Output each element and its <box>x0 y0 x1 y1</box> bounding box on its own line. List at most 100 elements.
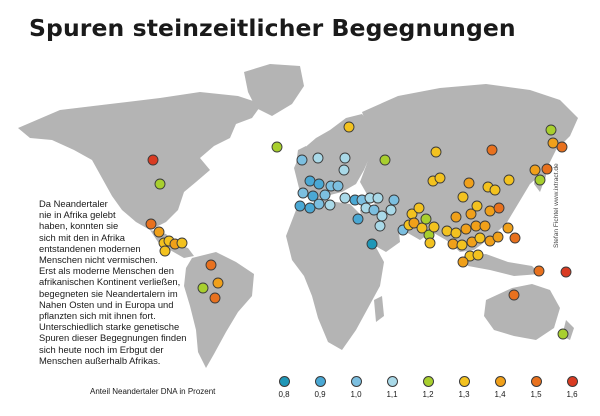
sample-marker <box>509 232 521 244</box>
sample-marker <box>413 202 425 214</box>
sample-marker <box>541 163 553 175</box>
greenland <box>244 64 304 116</box>
legend-value: 1,4 <box>494 390 506 399</box>
sample-marker <box>379 154 391 166</box>
europe <box>294 114 378 200</box>
sample-marker <box>447 238 459 250</box>
sample-marker <box>503 174 515 186</box>
sample-marker <box>296 154 308 166</box>
sample-marker <box>319 189 331 201</box>
sample-marker <box>502 222 514 234</box>
sample-marker <box>556 141 568 153</box>
legend-swatch <box>350 376 362 387</box>
sample-marker <box>428 221 440 233</box>
legend-item: 0,8 <box>269 376 299 399</box>
sample-marker <box>376 210 388 222</box>
legend-item: 1,0 <box>341 376 371 399</box>
sample-marker <box>457 256 469 268</box>
sample-marker <box>484 205 496 217</box>
sample-marker <box>313 178 325 190</box>
sample-marker <box>457 191 469 203</box>
legend-value: 1,5 <box>530 390 542 399</box>
africa <box>286 200 384 350</box>
madagascar <box>374 296 384 322</box>
legend-swatch <box>386 376 398 387</box>
legend-value: 1,0 <box>350 390 362 399</box>
legend-swatch <box>530 376 542 387</box>
sample-marker <box>339 192 351 204</box>
legend-value: 1,1 <box>386 390 398 399</box>
north-america <box>18 92 262 230</box>
legend-swatch <box>422 376 434 387</box>
sample-marker <box>197 282 209 294</box>
legend-item: 1,1 <box>377 376 407 399</box>
indonesia <box>464 254 540 276</box>
sample-marker <box>338 164 350 176</box>
legend-value: 0,9 <box>314 390 326 399</box>
legend-item: 1,6 <box>557 376 587 399</box>
sample-marker <box>557 328 569 340</box>
sample-marker <box>560 266 572 278</box>
sample-marker <box>408 217 420 229</box>
south-america <box>184 252 254 368</box>
legend-value: 0,8 <box>278 390 290 399</box>
sample-marker <box>352 213 364 225</box>
sample-marker <box>472 249 484 261</box>
sample-marker <box>332 180 344 192</box>
map-description: Da Neandertaler nie in Afrika gelebt hab… <box>39 198 187 366</box>
legend-value: 1,2 <box>422 390 434 399</box>
sample-marker <box>154 178 166 190</box>
sample-marker <box>147 154 159 166</box>
australia <box>484 284 560 340</box>
legend-swatch <box>494 376 506 387</box>
sample-marker <box>304 175 316 187</box>
legend-item: 1,2 <box>413 376 443 399</box>
sample-marker <box>529 164 541 176</box>
legend-value: 1,3 <box>458 390 470 399</box>
sample-marker <box>479 220 491 232</box>
legend-swatch <box>458 376 470 387</box>
legend-item: 1,3 <box>449 376 479 399</box>
sample-marker <box>492 231 504 243</box>
sample-marker <box>441 225 453 237</box>
legend-item: 0,9 <box>305 376 335 399</box>
sample-marker <box>366 238 378 250</box>
sample-marker <box>545 124 557 136</box>
legend-item: 1,4 <box>485 376 515 399</box>
sample-marker <box>307 190 319 202</box>
sample-marker <box>486 144 498 156</box>
sample-marker <box>424 237 436 249</box>
sample-marker <box>471 200 483 212</box>
sample-marker <box>271 141 283 153</box>
sample-marker <box>463 177 475 189</box>
sample-marker <box>339 152 351 164</box>
legend-swatch <box>278 376 290 387</box>
sample-marker <box>508 289 520 301</box>
legend-swatch <box>314 376 326 387</box>
sample-marker <box>368 204 380 216</box>
sample-marker <box>385 204 397 216</box>
sample-marker <box>343 121 355 133</box>
sample-marker <box>547 137 559 149</box>
landmass-layer <box>18 64 578 368</box>
sample-marker <box>372 192 384 204</box>
sample-marker <box>205 259 217 271</box>
sample-marker <box>489 184 501 196</box>
sample-marker <box>474 232 486 244</box>
sample-marker <box>430 146 442 158</box>
sample-marker <box>313 198 325 210</box>
sample-marker <box>304 202 316 214</box>
sample-marker <box>465 208 477 220</box>
sample-marker <box>212 277 224 289</box>
sample-marker <box>434 172 446 184</box>
sample-marker <box>416 222 428 234</box>
sample-marker <box>209 292 221 304</box>
sample-marker <box>312 152 324 164</box>
sample-marker <box>450 227 462 239</box>
sample-marker <box>450 211 462 223</box>
sample-marker <box>294 200 306 212</box>
sample-marker <box>456 239 468 251</box>
credit-text: Stefan Fichtel www.ixtract.de <box>553 163 560 248</box>
legend-item: 1,5 <box>521 376 551 399</box>
legend-title: Anteil Neandertaler DNA in Prozent <box>90 387 216 396</box>
